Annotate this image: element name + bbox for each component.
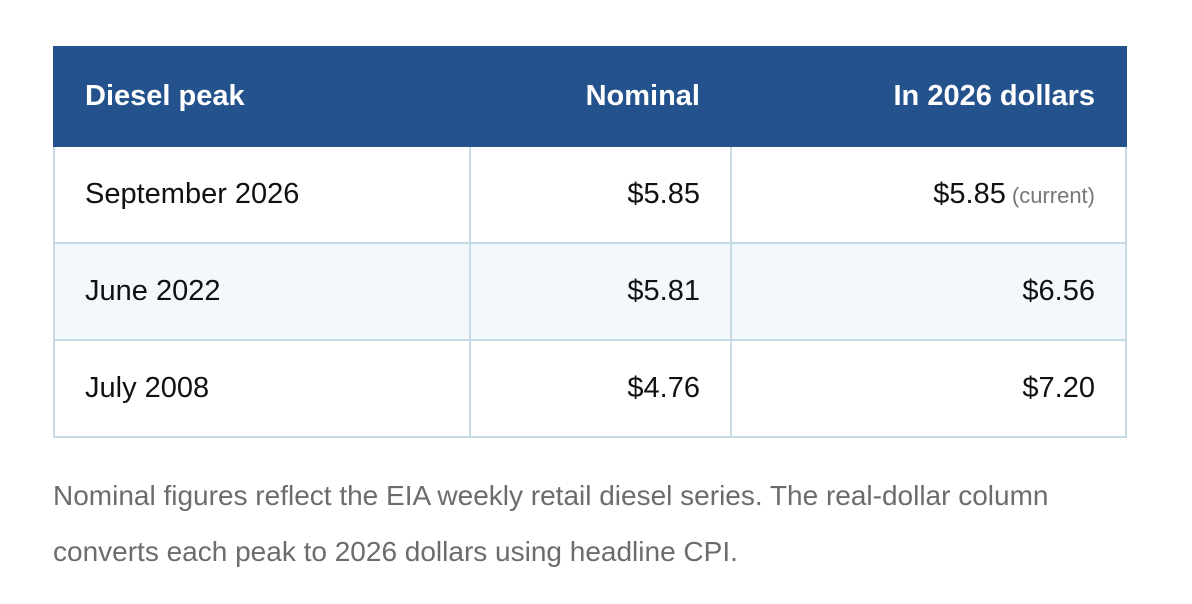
cell-period: June 2022 [53, 242, 471, 341]
diesel-peaks-table: Diesel peak Nominal In 2026 dollars Sept… [53, 46, 1127, 438]
cell-nominal: $5.85 [469, 145, 732, 244]
cell-real-value: $5.85 [933, 178, 1006, 210]
column-header-diesel-peak: Diesel peak [53, 46, 471, 147]
price-table-container: Diesel peak Nominal In 2026 dollars Sept… [53, 46, 1127, 438]
cell-nominal: $5.81 [469, 242, 732, 341]
column-header-nominal: Nominal [469, 46, 732, 147]
cell-nominal: $4.76 [469, 339, 732, 438]
cell-period: September 2026 [53, 145, 471, 244]
table-caption: Nominal figures reflect the EIA weekly r… [53, 480, 1049, 567]
table-header: Diesel peak Nominal In 2026 dollars [53, 46, 1127, 147]
current-note: (current) [1011, 183, 1095, 208]
cell-real: $5.85 (current) [730, 145, 1127, 244]
table-body: September 2026 $5.85 $5.85 (current) June… [53, 145, 1127, 438]
table-row: September 2026 $5.85 $5.85 (current) [53, 145, 1127, 244]
table-row: June 2022 $5.81 $6.56 [53, 242, 1127, 341]
cell-period: July 2008 [53, 339, 471, 438]
header-row: Diesel peak Nominal In 2026 dollars [53, 46, 1127, 147]
cell-real: $7.20 [730, 339, 1127, 438]
column-header-real-dollars: In 2026 dollars [730, 46, 1127, 147]
cell-real: $6.56 [730, 242, 1127, 341]
table-row: July 2008 $4.76 $7.20 [53, 339, 1127, 438]
